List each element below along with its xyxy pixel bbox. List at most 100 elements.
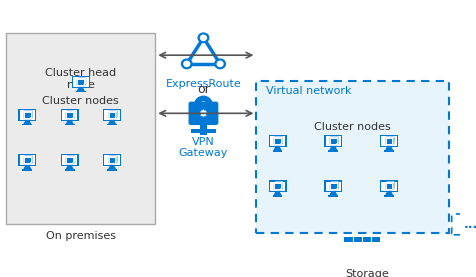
FancyBboxPatch shape	[199, 132, 207, 135]
Text: Cluster nodes: Cluster nodes	[42, 96, 119, 106]
FancyBboxPatch shape	[107, 169, 117, 171]
Polygon shape	[115, 111, 117, 118]
Polygon shape	[274, 137, 282, 138]
Polygon shape	[109, 112, 115, 118]
FancyBboxPatch shape	[103, 154, 121, 166]
FancyBboxPatch shape	[324, 135, 342, 147]
Polygon shape	[385, 147, 392, 150]
Polygon shape	[77, 78, 85, 79]
Polygon shape	[274, 182, 282, 183]
FancyBboxPatch shape	[20, 155, 35, 165]
Circle shape	[200, 35, 206, 40]
FancyBboxPatch shape	[188, 102, 218, 125]
Circle shape	[181, 59, 192, 69]
Polygon shape	[385, 183, 392, 189]
Circle shape	[198, 33, 208, 43]
Circle shape	[214, 59, 225, 69]
FancyBboxPatch shape	[19, 154, 36, 166]
Polygon shape	[274, 147, 280, 150]
Text: Cluster nodes: Cluster nodes	[314, 122, 390, 132]
FancyBboxPatch shape	[62, 155, 77, 165]
Polygon shape	[329, 182, 337, 183]
FancyBboxPatch shape	[269, 181, 285, 191]
FancyBboxPatch shape	[20, 110, 35, 120]
FancyBboxPatch shape	[104, 155, 119, 165]
FancyBboxPatch shape	[104, 110, 119, 120]
Polygon shape	[385, 138, 392, 144]
Polygon shape	[24, 166, 30, 169]
Text: Cluster head
node: Cluster head node	[45, 68, 116, 90]
Text: VPN
Gateway: VPN Gateway	[178, 137, 228, 158]
Polygon shape	[280, 182, 282, 189]
Polygon shape	[73, 156, 74, 163]
Polygon shape	[336, 137, 337, 144]
FancyBboxPatch shape	[60, 154, 79, 166]
Polygon shape	[66, 156, 74, 157]
Polygon shape	[274, 192, 280, 195]
Polygon shape	[274, 183, 280, 189]
Polygon shape	[392, 137, 393, 144]
FancyBboxPatch shape	[73, 77, 89, 87]
Polygon shape	[24, 121, 30, 124]
FancyBboxPatch shape	[268, 135, 286, 147]
Polygon shape	[109, 157, 115, 163]
FancyBboxPatch shape	[107, 124, 117, 125]
Text: ...: ...	[462, 218, 476, 231]
FancyBboxPatch shape	[325, 181, 340, 191]
FancyBboxPatch shape	[65, 124, 74, 125]
Polygon shape	[109, 156, 117, 157]
FancyBboxPatch shape	[22, 169, 32, 171]
Polygon shape	[329, 138, 336, 144]
Polygon shape	[385, 182, 393, 183]
FancyBboxPatch shape	[71, 76, 89, 88]
Text: or: or	[197, 83, 209, 96]
Text: Storage: Storage	[345, 269, 388, 277]
Polygon shape	[385, 192, 392, 195]
FancyBboxPatch shape	[384, 150, 393, 152]
Polygon shape	[115, 156, 117, 163]
Polygon shape	[66, 111, 74, 112]
Polygon shape	[392, 182, 393, 189]
Polygon shape	[109, 111, 117, 112]
FancyBboxPatch shape	[325, 136, 340, 146]
FancyBboxPatch shape	[268, 180, 286, 192]
FancyBboxPatch shape	[19, 109, 36, 121]
Text: Virtual network: Virtual network	[266, 86, 351, 96]
FancyBboxPatch shape	[199, 123, 207, 129]
FancyBboxPatch shape	[343, 237, 380, 265]
FancyBboxPatch shape	[324, 180, 342, 192]
FancyBboxPatch shape	[103, 109, 121, 121]
FancyBboxPatch shape	[22, 124, 32, 125]
Polygon shape	[274, 138, 280, 144]
Polygon shape	[329, 147, 336, 150]
Polygon shape	[329, 192, 336, 195]
Polygon shape	[77, 79, 84, 85]
Polygon shape	[77, 88, 84, 91]
FancyBboxPatch shape	[60, 109, 79, 121]
Polygon shape	[66, 112, 73, 118]
FancyBboxPatch shape	[379, 135, 397, 147]
FancyBboxPatch shape	[269, 136, 285, 146]
Polygon shape	[366, 249, 384, 268]
FancyBboxPatch shape	[381, 181, 396, 191]
FancyBboxPatch shape	[328, 195, 337, 197]
Polygon shape	[24, 156, 32, 157]
FancyBboxPatch shape	[328, 150, 337, 152]
FancyBboxPatch shape	[384, 195, 393, 197]
Polygon shape	[329, 183, 336, 189]
Polygon shape	[24, 112, 30, 118]
Polygon shape	[336, 182, 337, 189]
Circle shape	[217, 61, 223, 66]
FancyBboxPatch shape	[451, 214, 476, 235]
Polygon shape	[280, 137, 282, 144]
Polygon shape	[30, 156, 32, 163]
FancyBboxPatch shape	[65, 169, 74, 171]
FancyBboxPatch shape	[381, 136, 396, 146]
Polygon shape	[66, 166, 73, 169]
Polygon shape	[329, 137, 337, 138]
Polygon shape	[66, 157, 73, 163]
Polygon shape	[73, 111, 74, 118]
FancyBboxPatch shape	[272, 195, 282, 197]
FancyBboxPatch shape	[6, 34, 155, 224]
FancyBboxPatch shape	[256, 81, 448, 233]
